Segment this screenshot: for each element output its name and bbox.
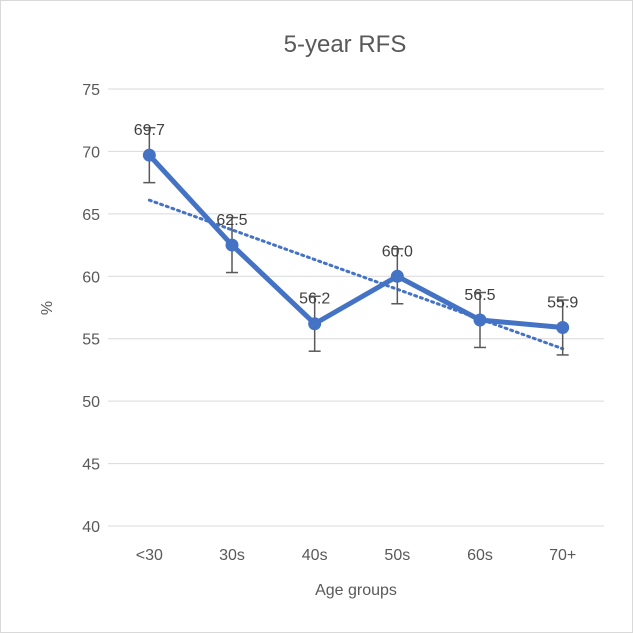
- series-line: [146, 152, 566, 330]
- trendline-layer: [147, 198, 565, 351]
- y-tick-label: 55: [82, 332, 100, 349]
- x-tick-label: <30: [136, 547, 163, 564]
- y-tick-label: 40: [82, 519, 100, 536]
- data-label: 69.7: [134, 122, 165, 139]
- data-label: 55.9: [547, 294, 578, 311]
- y-tick-label: 50: [82, 394, 100, 411]
- chart-title: 5-year RFS: [284, 31, 407, 58]
- trendline: [147, 198, 565, 351]
- y-axis-ticks: 40 45 50 55 60 65 70 75: [82, 82, 100, 536]
- data-point[interactable]: [142, 148, 156, 162]
- data-point[interactable]: [225, 238, 239, 252]
- series-layer: [142, 148, 570, 334]
- data-point[interactable]: [473, 313, 487, 327]
- x-tick-label: 60s: [467, 547, 493, 564]
- y-axis-title: %: [39, 301, 56, 315]
- data-point[interactable]: [556, 320, 570, 334]
- data-point[interactable]: [390, 269, 404, 283]
- x-axis-ticks: <30 30s 40s 50s 60s 70+: [136, 547, 576, 564]
- x-axis-title: Age groups: [315, 582, 397, 599]
- y-tick-label: 75: [82, 82, 100, 99]
- data-label: 56.5: [464, 287, 495, 304]
- x-tick-label: 40s: [302, 547, 328, 564]
- y-tick-label: 45: [82, 457, 100, 474]
- data-label: 62.5: [216, 212, 247, 229]
- x-tick-label: 30s: [219, 547, 245, 564]
- x-tick-label: 70+: [549, 547, 576, 564]
- data-label: 60.0: [382, 243, 413, 260]
- gridlines: [108, 88, 604, 527]
- data-labels: 69.7 62.5 56.2 60.0 56.5 55.9: [134, 122, 579, 311]
- y-tick-label: 60: [82, 269, 100, 286]
- y-tick-label: 65: [82, 207, 100, 224]
- data-point[interactable]: [308, 317, 322, 331]
- x-tick-label: 50s: [384, 547, 410, 564]
- y-tick-label: 70: [82, 144, 100, 161]
- data-label: 56.2: [299, 291, 330, 308]
